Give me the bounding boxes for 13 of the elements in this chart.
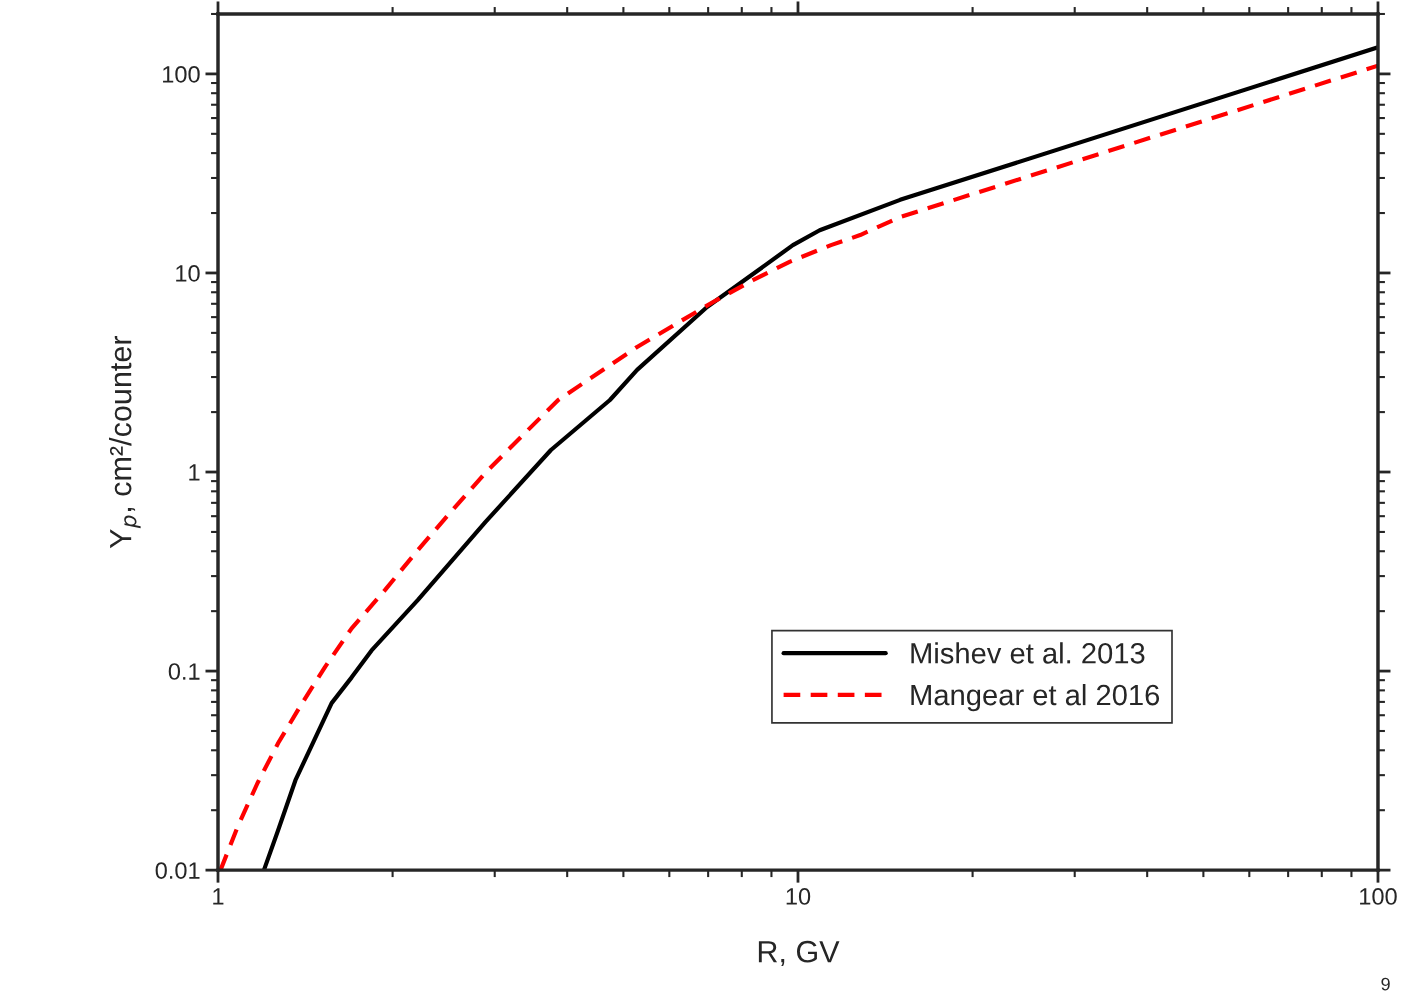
y-tick-label: 0.01 <box>155 862 200 879</box>
x-axis-title: R, GV <box>758 940 840 967</box>
legend-label: Mangear et al 2016 <box>911 683 1160 712</box>
y-tick-label: 1 <box>189 464 200 481</box>
legend-label: Mishev et al. 2013 <box>911 642 1145 664</box>
y-tick-label: 0.1 <box>168 663 200 680</box>
x-tick-label: 10 <box>786 888 811 905</box>
text: 9 <box>1381 977 1390 991</box>
x-tick-label: 1 <box>213 888 224 905</box>
y-tick-label: 10 <box>176 265 200 282</box>
y-tick-label: 100 <box>163 65 200 83</box>
x-tick-label: 100 <box>1360 888 1397 905</box>
y-axis-title: Y$_{p}$, cm²/counter <box>109 335 141 549</box>
